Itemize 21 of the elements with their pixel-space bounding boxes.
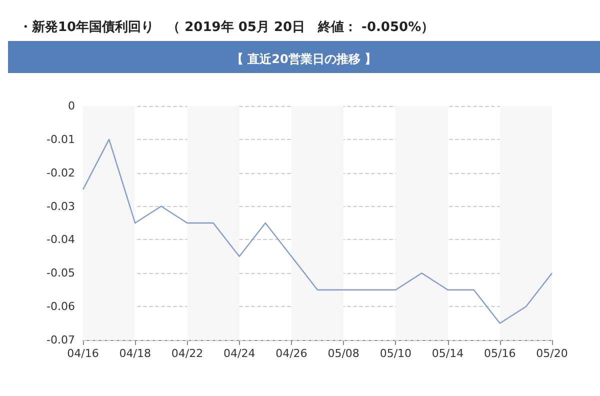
y-tick-label: -0.06 xyxy=(46,300,75,314)
y-tick-label: -0.01 xyxy=(46,132,75,146)
y-tick-label: -0.02 xyxy=(46,166,75,180)
x-tick-label: 04/26 xyxy=(276,347,308,360)
y-tick-label: -0.05 xyxy=(46,266,75,280)
x-tick-label: 05/20 xyxy=(536,347,568,360)
x-tick-label: 05/14 xyxy=(432,347,464,360)
x-tick-label: 04/18 xyxy=(119,347,151,360)
x-tick-label: 04/16 xyxy=(67,347,99,360)
chart-subtitle: 【 直近20営業日の推移 】 xyxy=(231,52,377,66)
x-tick-label: 04/22 xyxy=(171,347,204,360)
x-tick-label: 04/24 xyxy=(223,347,256,360)
y-tick-label: -0.03 xyxy=(46,200,75,213)
y-tick-label: 0 xyxy=(68,100,75,112)
x-tick-label: 05/16 xyxy=(484,347,516,360)
y-tick-label: -0.07 xyxy=(46,334,75,346)
line-series xyxy=(82,138,553,324)
x-tick-label: 05/08 xyxy=(328,347,360,360)
chart-title: ・新発10年国債利回り （ 2019年 05月 20日 終値： -0.050%） xyxy=(19,19,434,35)
x-tick-label: 05/10 xyxy=(380,347,412,360)
y-tick-label: -0.04 xyxy=(46,233,75,246)
